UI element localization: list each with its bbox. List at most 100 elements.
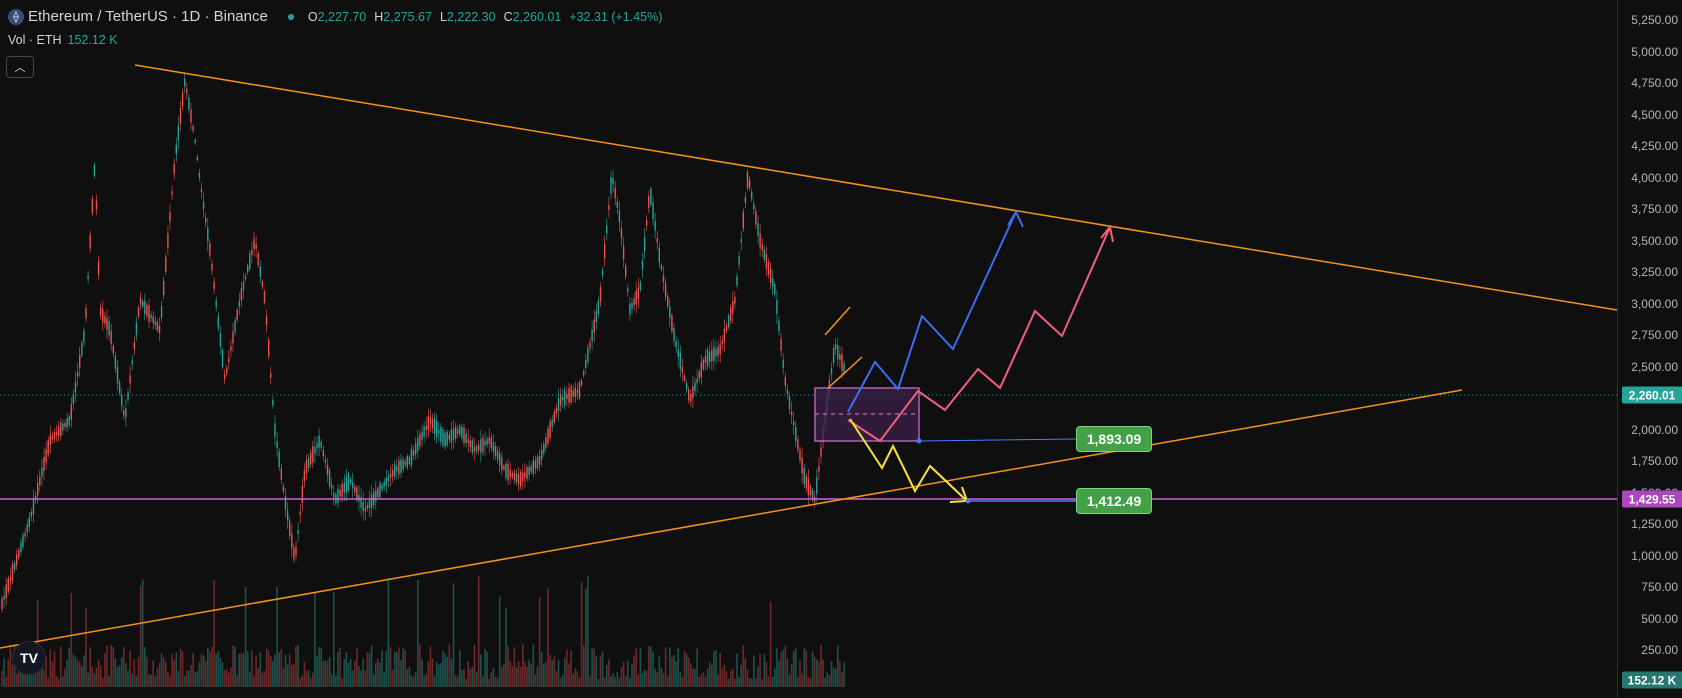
volume-bar (70, 592, 73, 687)
volume-value: 152.12 K (67, 33, 118, 47)
candle-body (320, 441, 322, 448)
candle-body (637, 287, 639, 300)
candle-body (352, 482, 354, 489)
volume-bar (62, 676, 64, 687)
callout-anchor-lower (965, 498, 971, 504)
volume-bar (362, 658, 364, 687)
volume-bar (396, 651, 398, 687)
callout-connector-upper (918, 438, 1077, 442)
volume-bar (28, 669, 31, 687)
candle-body (251, 250, 253, 255)
volume-bar (711, 665, 713, 687)
volume-bar (112, 646, 115, 687)
candle-body (408, 456, 411, 464)
descending-trendline (134, 64, 1618, 311)
candle-body (381, 484, 383, 490)
volume-bar (769, 601, 772, 687)
candle-body (299, 511, 301, 515)
volume-bar (530, 664, 532, 687)
volume-bar (528, 659, 530, 687)
volume-bar (681, 677, 684, 687)
volume-bar (834, 668, 837, 687)
price-axis-tick: 4,500.00 (1631, 107, 1678, 122)
volume-bar (486, 651, 488, 687)
candle-body (200, 188, 203, 193)
volume-bar (803, 647, 805, 687)
candle-body (165, 256, 167, 272)
symbol-title[interactable]: Ethereum / TetherUS · 1D · Binance (28, 8, 268, 25)
candle-body (534, 460, 537, 469)
volume-bar (345, 652, 348, 687)
volume-bar (473, 645, 476, 687)
volume-bar (398, 647, 400, 687)
volume-bar (482, 676, 484, 687)
candle-body (213, 281, 215, 290)
candle-body (297, 530, 299, 534)
volume-bar (7, 659, 10, 687)
candle-body (604, 243, 606, 259)
collapse-legend-button[interactable]: ︿ (6, 56, 34, 78)
volume-bar (717, 673, 719, 687)
tradingview-logo-icon[interactable]: TV (12, 641, 46, 675)
volume-bar (666, 676, 669, 687)
candle-body (261, 282, 264, 287)
candle-body (28, 517, 30, 527)
volume-bar (767, 676, 770, 687)
candle-body (597, 300, 600, 314)
candle-body (324, 460, 327, 464)
candle-body (13, 562, 16, 570)
candle-body (559, 393, 562, 406)
candle-body (715, 348, 717, 357)
volume-bar (49, 649, 52, 687)
candle-body (3, 595, 5, 600)
candle-body (160, 305, 163, 319)
ethereum-icon[interactable]: ⟠ (8, 8, 24, 25)
volume-bar (488, 678, 490, 687)
candle-body (578, 382, 581, 399)
candle-body (547, 428, 549, 444)
candle-body (312, 446, 314, 463)
volume-bar (658, 656, 661, 687)
projection-path-bullish (847, 211, 1017, 413)
price-callout-upper[interactable]: 1,893.09 (1076, 426, 1152, 452)
volume-bar (515, 667, 518, 687)
volume-bar (99, 665, 102, 687)
candle-body (221, 349, 224, 367)
candle-body (461, 426, 463, 439)
candle-body (700, 362, 702, 378)
ohlc-close: C2,260.01 (503, 9, 562, 24)
volume-bar (9, 645, 12, 687)
volume-bar (196, 671, 199, 687)
candle-body (293, 547, 295, 560)
volume-bar (799, 660, 801, 687)
candle-body (310, 452, 312, 465)
candle-body (664, 282, 667, 297)
candle-body (543, 443, 545, 454)
candle-body (486, 439, 488, 445)
candle-body (127, 392, 129, 400)
candle-body (93, 164, 96, 176)
candle-body (179, 108, 182, 124)
volume-bar (68, 647, 70, 687)
volume-bar (265, 648, 268, 687)
candle-body (467, 439, 469, 443)
candle-body (339, 490, 341, 497)
candle-body (22, 534, 24, 548)
candle-body (360, 496, 362, 508)
price-callout-lower[interactable]: 1,412.49 (1076, 488, 1152, 514)
volume-bar (624, 675, 627, 687)
volume-bar (301, 675, 304, 687)
candle-body (83, 330, 85, 343)
volume-bar (746, 670, 749, 687)
volume-bar (797, 677, 799, 687)
candle-body (755, 210, 757, 225)
candle-body (511, 472, 513, 477)
candle-body (839, 354, 841, 361)
volume-bar (169, 676, 171, 687)
volume-bar (832, 667, 835, 687)
candle-body (805, 476, 807, 489)
candle-body (616, 201, 618, 209)
volume-bar (288, 654, 291, 687)
volume-bar (599, 655, 602, 687)
